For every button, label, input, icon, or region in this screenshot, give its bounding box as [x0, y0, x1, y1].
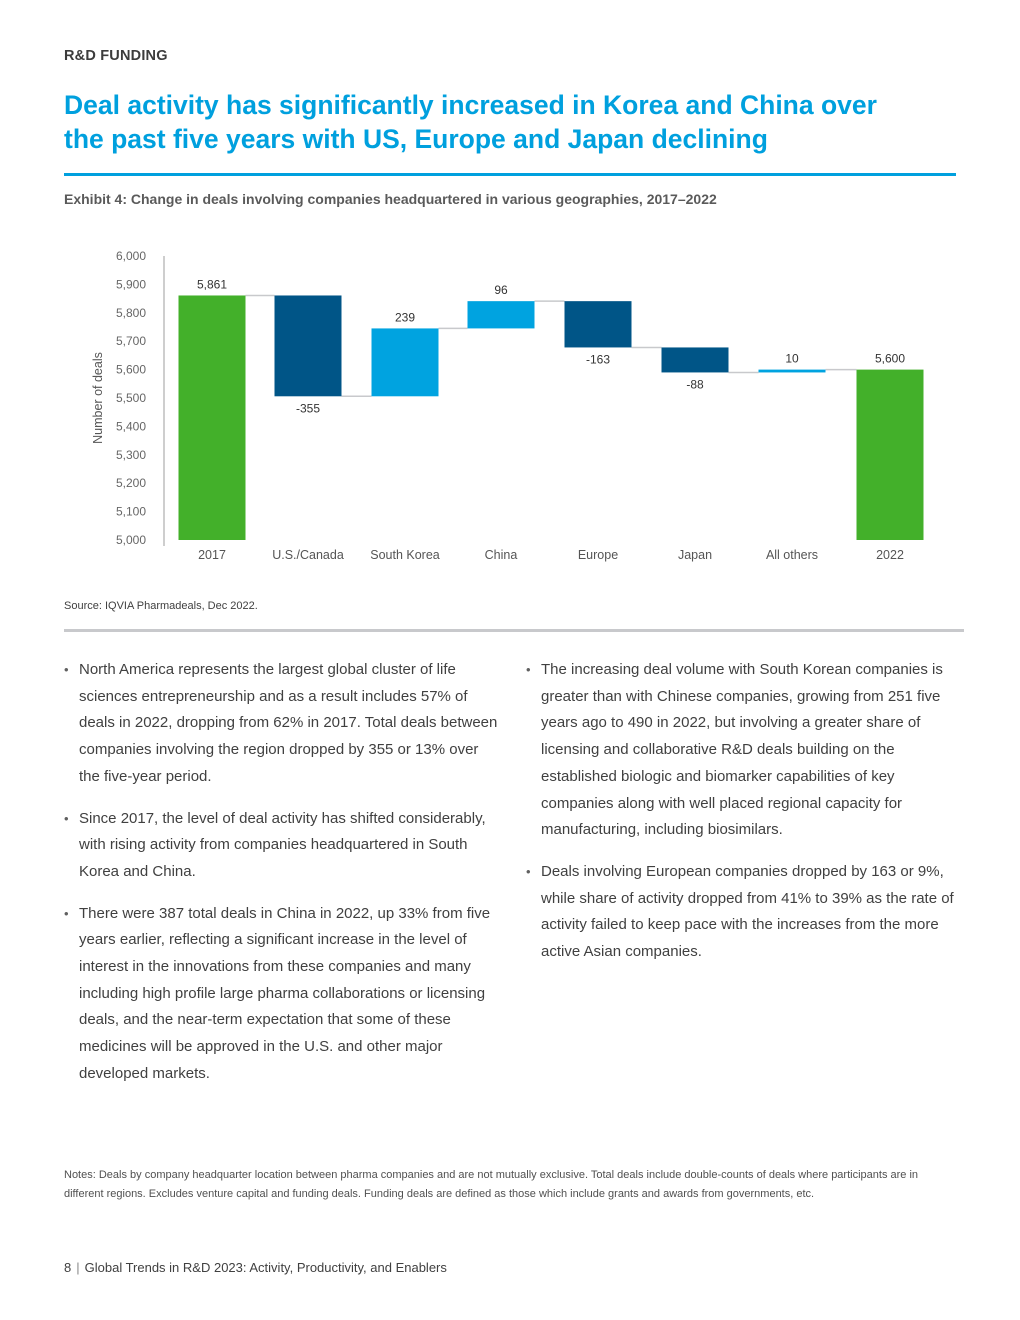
page-number: 8	[64, 1260, 72, 1275]
data-label: 10	[785, 352, 799, 366]
left-column: • North America represents the largest gl…	[64, 657, 500, 1103]
y-tick-label: 5,600	[116, 363, 146, 377]
publication-title: Global Trends in R&D 2023: Activity, Pro…	[84, 1260, 447, 1275]
x-tick-label: South Korea	[370, 548, 440, 562]
headline-line-1: Deal activity has significantly increase…	[64, 90, 877, 120]
x-tick-label: China	[485, 548, 518, 562]
bullet-text: Since 2017, the level of deal activity h…	[79, 809, 486, 880]
notes: Notes: Deals by company headquarter loca…	[64, 1169, 919, 1200]
y-tick-label: 5,400	[116, 419, 146, 433]
y-axis-title: Number of deals	[91, 352, 105, 444]
y-tick-label: 5,100	[116, 505, 146, 519]
right-column: • The increasing deal volume with South K…	[526, 657, 962, 981]
bar-2022	[856, 369, 924, 540]
footer-separator: |	[76, 1260, 80, 1275]
bar-2017	[178, 295, 246, 540]
bullet-item: • The increasing deal volume with South K…	[526, 657, 962, 844]
y-tick-label: 6,000	[116, 249, 146, 263]
data-label: -355	[296, 401, 320, 415]
x-tick-label: Japan	[678, 548, 712, 562]
y-tick-label: 5,300	[116, 448, 146, 462]
y-tick-label: 5,800	[116, 306, 146, 320]
data-label: -88	[686, 377, 704, 391]
page-headline: Deal activity has significantly increase…	[64, 88, 964, 156]
bullet-dot-icon: •	[64, 810, 69, 826]
bullet-dot-icon: •	[526, 863, 531, 879]
bar-All others	[758, 369, 826, 373]
x-tick-label: 2022	[876, 548, 904, 562]
bar-South Korea	[371, 328, 439, 397]
x-tick-label: U.S./Canada	[272, 548, 344, 562]
y-tick-label: 5,200	[116, 476, 146, 490]
data-label: 239	[395, 310, 415, 324]
exhibit-title: Exhibit 4: Change in deals involving com…	[64, 191, 717, 207]
bullet-text: North America represents the largest glo…	[79, 661, 498, 785]
bullet-item: • North America represents the largest gl…	[64, 657, 500, 791]
bullet-dot-icon: •	[64, 662, 69, 677]
headline-line-2: the past five years with US, Europe and …	[64, 124, 768, 154]
y-tick-label: 5,500	[116, 391, 146, 405]
bar-China	[467, 301, 535, 329]
chart-source: Source: IQVIA Pharmadeals, Dec 2022.	[64, 600, 258, 612]
data-label: -163	[586, 352, 610, 366]
x-tick-label: Europe	[578, 548, 618, 562]
chart-svg: 5,000 5,100 5,200 5,300 5,400 5,500 5,600 5,700…	[91, 249, 924, 562]
bullet-text: Deals involving European companies dropp…	[541, 862, 954, 961]
bullet-dot-icon: •	[526, 662, 531, 677]
data-label: 5,861	[197, 277, 227, 291]
waterfall-chart: 5,000 5,100 5,200 5,300 5,400 5,500 5,600 5,700…	[80, 240, 960, 570]
x-tick-label: All others	[766, 548, 818, 562]
chart-divider	[64, 629, 964, 632]
bullet-item: • Deals involving European companies drop…	[526, 859, 962, 966]
bullet-text: There were 387 total deals in China in 2…	[79, 904, 491, 1082]
headline-divider	[64, 173, 956, 176]
bullet-text: The increasing deal volume with South Ko…	[541, 661, 943, 839]
data-label: 5,600	[875, 352, 905, 366]
data-label: 96	[494, 283, 508, 297]
section-label: R&D FUNDING	[64, 48, 168, 64]
bar-Europe	[564, 301, 632, 348]
page-footer: 8 | Global Trends in R&D 2023: Activity, P…	[64, 1260, 447, 1275]
y-tick-label: 5,900	[116, 277, 146, 291]
x-tick-label: 2017	[198, 548, 226, 562]
bullet-item: • There were 387 total deals in China in …	[64, 901, 500, 1088]
y-tick-label: 5,000	[116, 533, 146, 547]
bullet-dot-icon: •	[64, 905, 69, 921]
y-tick-label: 5,700	[116, 334, 146, 348]
bar-U.S./Canada	[274, 295, 342, 397]
bullet-item: • Since 2017, the level of deal activity …	[64, 806, 500, 886]
bar-Japan	[661, 347, 729, 373]
